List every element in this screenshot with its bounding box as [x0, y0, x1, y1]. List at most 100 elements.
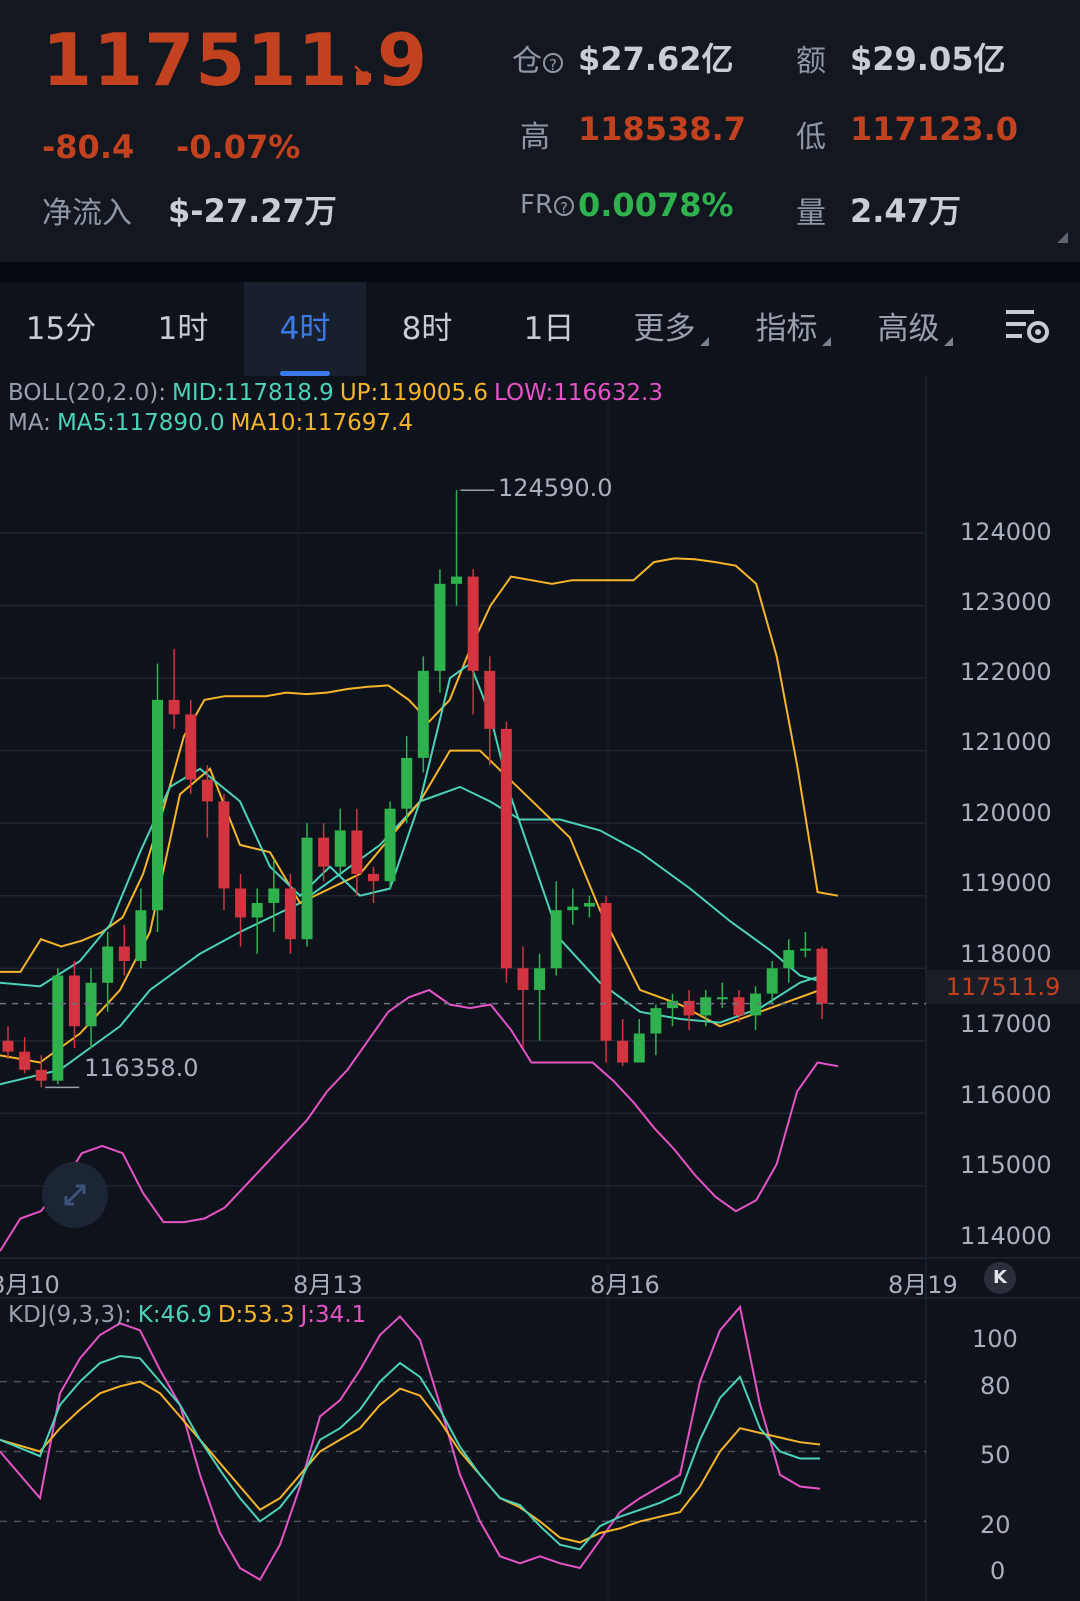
y-tick-label: 120000	[960, 799, 1052, 827]
tab-15m[interactable]: 15分	[0, 282, 122, 376]
tab-1h[interactable]: 1时	[122, 282, 244, 376]
netflow-label: 净流入	[42, 196, 132, 231]
tab-advanced[interactable]: 高级	[854, 282, 976, 376]
tab-label: 1时	[157, 311, 209, 347]
low-marker-label: 116358.0	[84, 1054, 199, 1082]
help-icon[interactable]: ?	[543, 52, 563, 74]
candle-up	[633, 1033, 645, 1063]
candle-up	[799, 948, 811, 951]
active-tab-indicator	[280, 371, 330, 376]
boll-mid-line	[0, 785, 821, 1086]
divider	[0, 262, 1080, 282]
tab-indicators[interactable]: 指标	[732, 282, 854, 376]
kdj-tick-label: 100	[972, 1325, 1018, 1353]
candle-down	[367, 873, 379, 882]
tab-label: 高级	[877, 311, 940, 347]
candle-down	[500, 728, 512, 969]
boll-lower-line	[0, 988, 839, 1252]
low-label: 低	[796, 120, 826, 155]
candle-up	[451, 576, 463, 584]
high-value: 118538.7	[578, 110, 747, 148]
kdj-d-line	[0, 1380, 821, 1544]
candle-down	[284, 888, 296, 940]
candle-down	[19, 1051, 31, 1070]
kdj-k: K:46.9	[137, 1302, 212, 1328]
candle-up	[268, 888, 280, 903]
kdj-tick-label: 80	[980, 1372, 1011, 1400]
low-value: 117123.0	[850, 110, 1019, 148]
ticker-header: 117511.9 ↘ -80.4 -0.07% 净流入 $-27.27万 仓? …	[0, 0, 1080, 262]
candle-up	[434, 583, 446, 671]
funding-rate-label[interactable]: FR?	[520, 190, 575, 220]
dropdown-icon	[699, 337, 709, 346]
candle-up	[135, 910, 147, 961]
tab-label: 1日	[523, 311, 575, 347]
expand-icon	[64, 1184, 86, 1206]
kdj-tick-label: 50	[980, 1441, 1011, 1469]
candle-down	[351, 830, 363, 874]
tab-more[interactable]: 更多	[610, 282, 732, 376]
candle-down	[816, 948, 828, 1004]
boll-legend: BOLL(20,2.0): MID:117818.9 UP:119005.6 LOW:…	[8, 380, 669, 406]
scroll-to-latest-button[interactable]: K	[984, 1262, 1016, 1294]
y-tick-label: 115000	[960, 1151, 1052, 1179]
funding-rate-value: 0.0078%	[578, 186, 734, 224]
candle-down	[683, 1000, 695, 1016]
candle-down	[318, 837, 330, 867]
kdj-tick-label: 20	[980, 1511, 1011, 1539]
y-tick-label: 114000	[960, 1222, 1052, 1250]
tab-1d[interactable]: 1日	[488, 282, 610, 376]
turnover-value: $29.05亿	[850, 40, 1006, 78]
y-tick-label: 119000	[960, 869, 1052, 897]
kdj-j: J:34.1	[300, 1302, 367, 1328]
candle-down	[235, 888, 247, 918]
turnover-label: 额	[796, 44, 826, 79]
candle-up	[52, 975, 64, 1081]
candle-up	[550, 910, 562, 969]
ma-prefix: MA:	[8, 410, 51, 436]
open-interest-label[interactable]: 仓?	[512, 36, 564, 80]
candle-up	[583, 902, 595, 907]
y-tick-label: 116000	[960, 1081, 1052, 1109]
x-tick-label: 8月16	[590, 1271, 660, 1299]
candle-down	[517, 968, 529, 990]
candle-down	[617, 1040, 629, 1063]
kdj-tick-label: 0	[990, 1557, 1006, 1585]
candle-up	[85, 982, 97, 1027]
kdj-prefix: KDJ(9,3,3):	[8, 1302, 132, 1328]
tab-label: 15分	[25, 311, 97, 347]
kdj-k-line	[0, 1354, 820, 1551]
y-tick-label: 124000	[960, 518, 1052, 546]
candle-up	[384, 808, 396, 882]
candle-up	[417, 670, 429, 758]
volume-label: 量	[796, 196, 826, 231]
candle-down	[168, 699, 180, 715]
expand-corner-icon[interactable]	[1057, 232, 1068, 243]
candle-up	[716, 997, 728, 1000]
interval-tabs: 15分 1时 4时 8时 1日 更多 指标 高级	[0, 282, 1080, 376]
tab-8h[interactable]: 8时	[366, 282, 488, 376]
candle-up	[666, 1000, 678, 1009]
price-change-pct: -0.07%	[176, 128, 301, 166]
tab-label: 8时	[401, 311, 453, 347]
y-tick-label: 118000	[960, 940, 1052, 968]
candle-down	[2, 1040, 14, 1052]
tab-4h[interactable]: 4时	[244, 282, 366, 376]
boll-upper-line	[0, 557, 839, 973]
candle-up	[650, 1008, 662, 1034]
help-icon[interactable]: ?	[554, 195, 575, 217]
chart-settings-icon[interactable]	[1004, 302, 1052, 350]
boll-low: LOW:116632.3	[494, 380, 664, 406]
y-tick-label: 121000	[960, 728, 1052, 756]
tab-label: 指标	[755, 311, 818, 347]
netflow-value: $-27.27万	[168, 192, 337, 230]
fullscreen-button[interactable]	[42, 1162, 108, 1228]
candle-down	[218, 801, 230, 889]
x-tick-label: 8月19	[888, 1271, 958, 1299]
candle-down	[68, 975, 80, 1027]
y-tick-label: 123000	[960, 588, 1052, 616]
ma5-line	[0, 662, 821, 1024]
kdj-d: D:53.3	[217, 1302, 295, 1328]
candle-up	[152, 699, 164, 911]
